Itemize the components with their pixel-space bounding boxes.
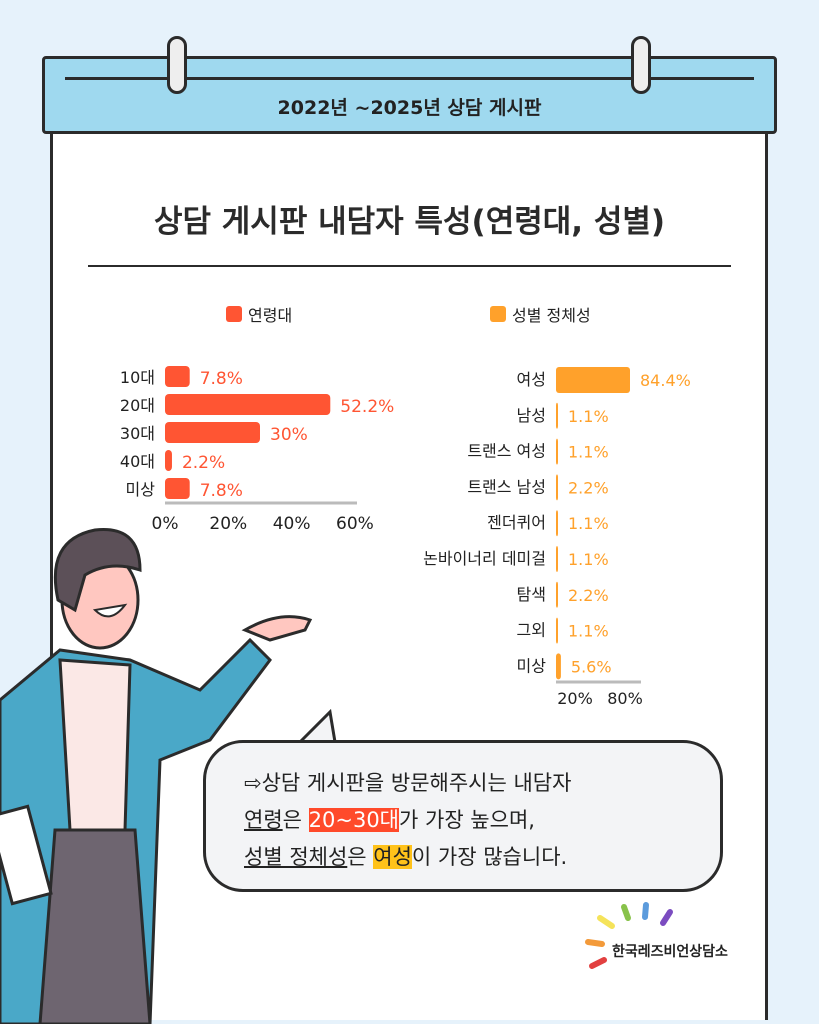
divider — [65, 77, 754, 80]
data-label: 7.8% — [200, 481, 243, 501]
bar — [556, 653, 561, 680]
data-label: 5.6% — [571, 657, 612, 676]
category-label: 그외 — [517, 621, 546, 640]
logo-text: 한국레즈비언상담소 — [612, 944, 728, 960]
legend-swatch — [490, 306, 506, 322]
legend-age: 연령대 — [226, 302, 292, 326]
person-illustration — [0, 528, 313, 1024]
category-label: 여성 — [517, 370, 546, 389]
data-label: 30% — [270, 425, 308, 445]
text: 은 — [347, 845, 374, 869]
category-label: 젠더퀴어 — [487, 513, 546, 532]
binder-ring-icon — [167, 36, 187, 94]
bubble-line-1: ⇨상담 게시판을 방문해주시는 내담자 — [244, 765, 720, 802]
category-label: 남성 — [517, 406, 546, 425]
bar — [556, 402, 558, 429]
category-label: 미상 — [126, 480, 156, 499]
tick-label: 0% — [152, 514, 179, 534]
category-label: 탐색 — [517, 585, 546, 604]
tick-label: 80% — [607, 689, 643, 708]
data-label: 1.1% — [568, 514, 609, 533]
logo-rays-icon — [585, 902, 673, 969]
arrow-icon: ⇨ — [244, 771, 262, 795]
tick-label: 60% — [336, 514, 374, 534]
category-label: 트랜스 남성 — [467, 477, 546, 496]
data-label: 1.1% — [568, 550, 609, 569]
tick-label: 40% — [273, 514, 311, 534]
text: 은 — [282, 808, 309, 832]
legend-label: 연령대 — [248, 306, 293, 325]
speech-bubble: ⇨상담 게시판을 방문해주시는 내담자 연령은 20~30대가 가장 높으며, … — [203, 740, 723, 892]
data-label: 2.2% — [182, 453, 225, 473]
highlight: 20~30대 — [308, 808, 399, 832]
bubble-tail — [298, 708, 337, 744]
bar — [556, 438, 558, 465]
text: 가 가장 높으며, — [399, 808, 535, 832]
legend-gender: 성별 정체성 — [490, 302, 591, 326]
header-banner: 2022년 ~2025년 상담 게시판 — [42, 56, 777, 134]
bar — [556, 474, 558, 501]
bar — [556, 510, 558, 537]
highlight: 여성 — [373, 845, 412, 869]
bar — [556, 581, 558, 608]
bubble-line-3: 성별 정체성은 여성이 가장 많습니다. — [244, 839, 720, 876]
data-label: 1.1% — [568, 622, 609, 641]
category-label: 40대 — [120, 452, 155, 471]
data-label: 52.2% — [340, 397, 394, 417]
data-label: 2.2% — [568, 586, 609, 605]
data-label: 84.4% — [640, 371, 691, 390]
category-label: 미상 — [517, 656, 547, 675]
bar — [556, 617, 558, 644]
bubble-line-2: 연령은 20~30대가 가장 높으며, — [244, 802, 720, 839]
text: 상담 게시판을 방문해주시는 내담자 — [261, 771, 572, 795]
legend-label: 성별 정체성 — [512, 306, 591, 325]
bar — [165, 478, 190, 499]
category-label: 10대 — [120, 368, 155, 387]
bar — [556, 367, 630, 393]
text: 연령 — [244, 808, 283, 832]
tick-label: 20% — [557, 689, 593, 708]
legend-swatch — [226, 306, 242, 322]
text: 이 가장 많습니다. — [411, 845, 568, 869]
tick-label: 20% — [209, 514, 247, 534]
data-label: 7.8% — [200, 369, 243, 389]
binder-ring-icon — [631, 36, 651, 94]
text: 성별 정체성 — [244, 845, 348, 869]
data-label: 1.1% — [568, 443, 609, 462]
bar — [165, 366, 190, 387]
category-label: 20대 — [120, 396, 155, 415]
category-label: 트랜스 여성 — [467, 442, 546, 461]
page-title: 상담 게시판 내담자 특성(연령대, 성별) — [153, 204, 666, 240]
header-title: 2022년 ~2025년 상담 게시판 — [277, 97, 542, 119]
bar — [556, 546, 558, 572]
bar — [165, 450, 172, 471]
bar — [165, 422, 260, 443]
divider — [88, 265, 731, 267]
data-label: 1.1% — [568, 407, 609, 426]
bar — [165, 394, 331, 415]
data-label: 2.2% — [568, 478, 609, 497]
category-label: 30대 — [120, 424, 155, 443]
category-label: 논바이너리 데미걸 — [423, 549, 546, 568]
